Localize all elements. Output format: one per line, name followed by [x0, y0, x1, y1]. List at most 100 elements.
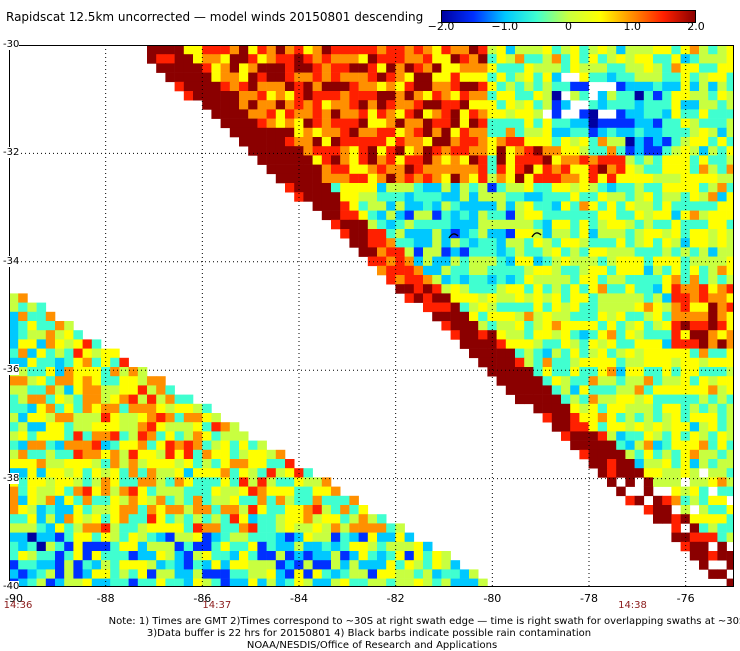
wind-cell [597, 63, 608, 73]
wind-cell [597, 330, 608, 340]
wind-cell [671, 330, 681, 340]
wind-cell [294, 155, 304, 165]
wind-cell [505, 293, 516, 303]
wind-cell [331, 532, 341, 543]
wind-cell [285, 569, 295, 579]
wind-cell [211, 486, 221, 497]
wind-cell [505, 348, 516, 359]
wind-cell [478, 81, 488, 92]
wind-cell [183, 477, 194, 487]
wind-cell [542, 284, 553, 294]
wind-cell [358, 505, 369, 515]
wind-cell [82, 578, 93, 587]
wind-cell [524, 164, 534, 175]
wind-cell [377, 118, 387, 129]
wind-cell [423, 63, 433, 73]
wind-cell [386, 256, 396, 267]
wind-cell [634, 367, 645, 377]
wind-cell [101, 486, 111, 497]
wind-cell [27, 385, 37, 395]
wind-cell [321, 551, 332, 561]
wind-cell [110, 449, 120, 460]
wind-cell [303, 173, 313, 184]
wind-cell [183, 431, 194, 441]
wind-cell [625, 201, 635, 211]
wind-cell [579, 265, 589, 276]
wind-cell [174, 541, 185, 552]
wind-cell [220, 449, 231, 460]
wind-cell [183, 72, 194, 83]
wind-cell [303, 505, 313, 515]
wind-cell [64, 403, 74, 414]
wind-cell [358, 72, 369, 83]
wind-cell [285, 173, 295, 184]
wind-cell [653, 183, 663, 193]
wind-cell [165, 54, 175, 64]
wind-cell [588, 63, 599, 73]
wind-cell [634, 440, 645, 451]
wind-cell [45, 541, 56, 552]
wind-cell [377, 183, 387, 193]
wind-cell [174, 551, 185, 561]
wind-cell [9, 339, 19, 349]
wind-cell [616, 247, 626, 257]
wind-cell [643, 459, 654, 469]
wind-cell [9, 551, 19, 561]
wind-cell [349, 495, 359, 506]
wind-cell [459, 275, 470, 285]
wind-cell [340, 541, 350, 552]
wind-cell [625, 219, 635, 230]
wind-cell [423, 541, 433, 552]
wind-cell [524, 293, 534, 303]
wind-cell [625, 81, 635, 92]
wind-cell [653, 449, 663, 460]
wind-cell [128, 403, 139, 414]
wind-cell [524, 72, 534, 83]
wind-cell [367, 91, 378, 101]
wind-cell [9, 495, 19, 506]
wind-cell [193, 578, 203, 587]
wind-cell [570, 127, 580, 138]
wind-cell [533, 91, 543, 101]
wind-cell [505, 275, 516, 285]
wind-cell [662, 238, 672, 248]
wind-cell [367, 514, 378, 524]
wind-cell [662, 468, 672, 478]
wind-cell [202, 431, 212, 441]
wind-cell [726, 229, 734, 239]
wind-cell [275, 514, 286, 524]
wind-cell [423, 284, 433, 294]
wind-cell [229, 449, 240, 460]
wind-cell [257, 505, 267, 515]
wind-cell [45, 468, 56, 478]
wind-cell [174, 505, 185, 515]
wind-cell [579, 293, 589, 303]
wind-cell [616, 183, 626, 193]
wind-cell [321, 45, 332, 55]
wind-cell [699, 173, 709, 184]
colorbar-tick-label: 2.0 [687, 20, 705, 33]
wind-cell [367, 54, 378, 64]
wind-cell [64, 385, 74, 395]
wind-cell [597, 376, 608, 386]
wind-cell [588, 339, 599, 349]
wind-cell [505, 376, 516, 386]
wind-cell [91, 505, 102, 515]
wind-cell [450, 321, 461, 331]
wind-cell [73, 514, 83, 524]
wind-cell [551, 45, 562, 55]
wind-cell [597, 431, 608, 441]
wind-cell [257, 146, 267, 156]
wind-cell [505, 210, 516, 221]
wind-cell [588, 229, 599, 239]
wind-cell [183, 403, 194, 414]
wind-cell [459, 54, 470, 64]
wind-cell [202, 422, 212, 432]
wind-cell [561, 431, 571, 441]
wind-cell [404, 164, 415, 175]
wind-cell [55, 560, 65, 570]
wind-cell [699, 100, 709, 110]
wind-cell [432, 173, 442, 184]
wind-cell [257, 72, 267, 83]
wind-cell [689, 183, 700, 193]
